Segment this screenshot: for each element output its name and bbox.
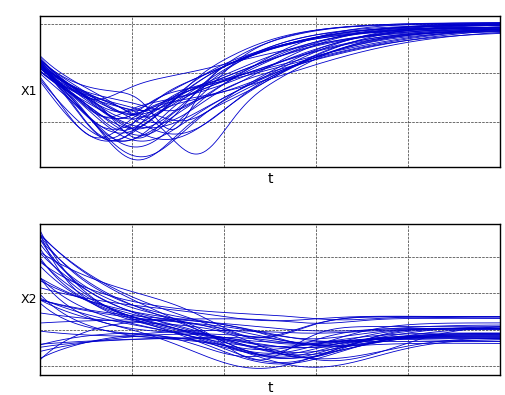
X-axis label: t: t [268, 172, 273, 186]
Y-axis label: X1: X1 [21, 85, 37, 98]
Y-axis label: X2: X2 [21, 293, 37, 306]
X-axis label: t: t [268, 381, 273, 395]
